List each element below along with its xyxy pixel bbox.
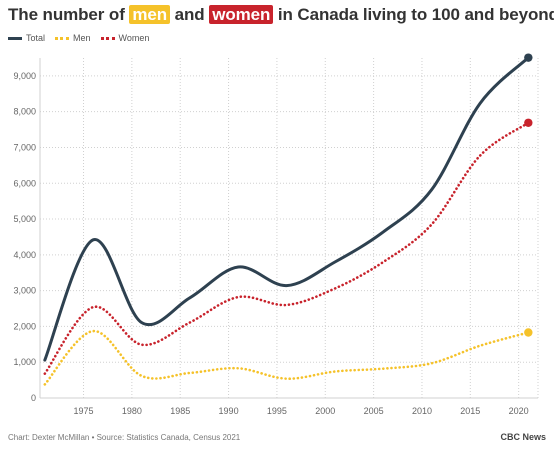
y-tick-label: 5,000 <box>13 214 36 224</box>
y-tick-label: 7,000 <box>13 142 36 152</box>
y-tick-label: 3,000 <box>13 286 36 296</box>
series-line-women <box>43 121 530 375</box>
y-tick-label: 8,000 <box>13 107 36 117</box>
end-marker-women <box>524 118 533 127</box>
x-tick-label: 2010 <box>412 406 432 416</box>
brand-logo: CBC News <box>500 432 546 442</box>
legend-label-total: Total <box>26 33 46 43</box>
legend-swatch-women <box>100 36 115 40</box>
y-tick-label: 2,000 <box>13 321 36 331</box>
legend-swatch-total <box>8 36 22 40</box>
title-text-3: in Canada living to 100 and beyond <box>273 5 554 24</box>
x-tick-label: 2015 <box>460 406 480 416</box>
legend: Total Men Women <box>8 33 149 43</box>
title-text-1: The number of <box>8 5 130 24</box>
chart-title: The number of men and women in Canada li… <box>8 5 554 25</box>
title-women-highlight: women <box>209 5 274 24</box>
y-tick-label: 9,000 <box>13 71 36 81</box>
x-tick-label: 1990 <box>219 406 239 416</box>
end-marker-men <box>524 328 533 337</box>
legend-swatch-men <box>55 36 70 40</box>
x-tick-label: 1980 <box>122 406 142 416</box>
title-text-2: and <box>170 5 210 24</box>
title-men-highlight: men <box>129 5 171 24</box>
x-tick-label: 1985 <box>170 406 190 416</box>
x-tick-label: 1975 <box>73 406 93 416</box>
legend-label-women: Women <box>118 33 150 43</box>
series-line-men <box>43 329 530 386</box>
grid-lines <box>39 58 539 399</box>
legend-item-total: Total <box>8 33 45 43</box>
y-tick-label: 0 <box>31 393 36 403</box>
chart-credit: Chart: Dexter McMillan • Source: Statist… <box>8 433 241 442</box>
y-tick-label: 1,000 <box>13 357 36 367</box>
end-markers <box>524 53 533 337</box>
legend-item-men: Men <box>55 33 91 43</box>
series-lines <box>43 56 530 386</box>
x-tick-label: 1995 <box>267 406 287 416</box>
x-tick-label: 2005 <box>364 406 384 416</box>
y-tick-label: 6,000 <box>13 178 36 188</box>
x-tick-label: 2000 <box>315 406 335 416</box>
series-line-total <box>43 56 530 362</box>
legend-label-men: Men <box>73 33 91 43</box>
x-tick-label: 2020 <box>509 406 529 416</box>
y-tick-label: 4,000 <box>13 250 36 260</box>
end-marker-total <box>524 53 533 62</box>
legend-item-women: Women <box>100 33 150 43</box>
axes: 0 1,000 2,000 3,000 4,000 5,000 6,000 7,000 8,00… <box>13 71 528 416</box>
